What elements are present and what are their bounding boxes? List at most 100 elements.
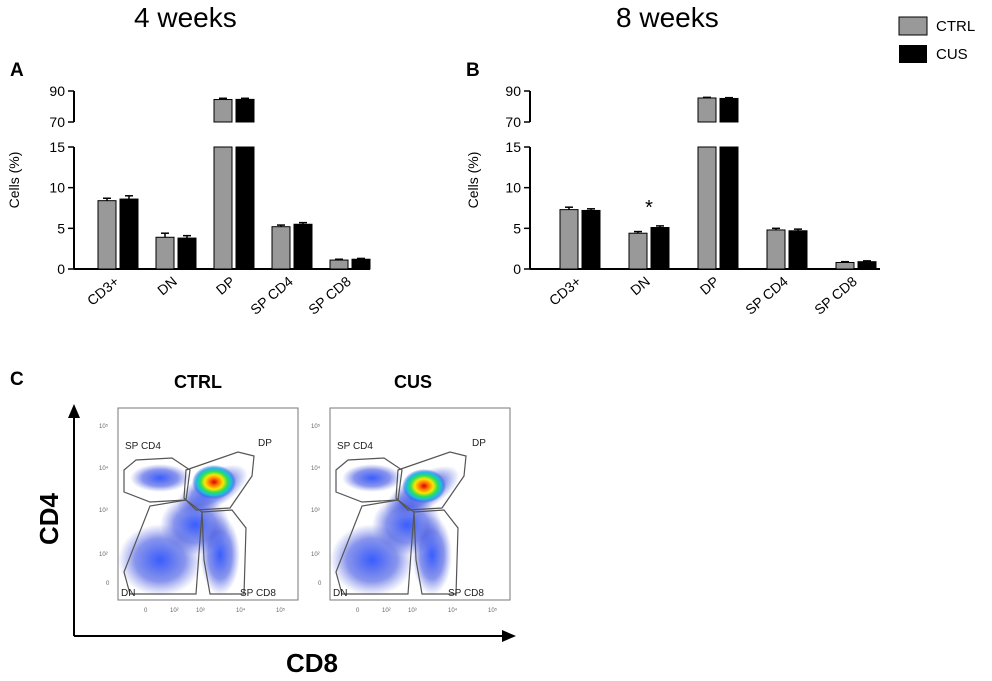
chart-b-ytick-label: 5 (513, 220, 521, 236)
bar-chart-8-weeks: 0 5 10 15 70 90 Cells (%) CD3+ DN DP SP CD4 SP CD8 * (465, 83, 880, 318)
flow-xtick-ctrl: 10³ (196, 608, 205, 614)
chart-b-bar-cus-cd3- (581, 209, 601, 270)
chart-b-xtick-label: SP CD4 (742, 273, 791, 318)
density-cloud-ctrl (118, 464, 248, 596)
header-8-weeks: 8 weeks (616, 2, 719, 33)
chart-b-bar-ctrl-sp-cd4 (766, 229, 786, 270)
chart-b-xtick-label: CD3+ (546, 273, 584, 309)
flow-xtick-ctrl: 0 (144, 608, 148, 614)
gates-ctrl (123, 451, 255, 595)
flow-ytick-ctrl: 10² (99, 552, 108, 558)
legend-label-cus: CUS (936, 46, 968, 63)
gate-sp-cd4-ctrl (123, 457, 191, 503)
gate-sp-cd8-cus (413, 509, 459, 595)
flow-ytick-cus: 10⁴ (311, 465, 321, 472)
chart-b-ytick-label: 0 (513, 261, 521, 277)
flow-xtick-ctrl: 10⁴ (236, 607, 246, 614)
chart-b-bar-ctrl-sp-cd8 (835, 261, 855, 270)
chart-a-bar-cus-dp-upper (235, 98, 255, 123)
gate-label-sp-cd8-cus: SP CD8 (448, 588, 484, 599)
chart-a-bar-ctrl-cd3- (97, 200, 117, 270)
gate-label-dp-cus: DP (472, 438, 486, 449)
chart-b-ytick-label: 15 (505, 139, 521, 155)
chart-b-xtick-label: DP (697, 273, 722, 298)
chart-b-bar-ctrl-dp-upper (697, 97, 717, 123)
bar-chart-4-weeks: 0 5 10 15 70 90 Cells (%) CD3+ DN DP SP CD4 SP CD8 (6, 83, 371, 318)
chart-a-y-axis-label: Cells (%) (6, 152, 22, 209)
chart-b-significance-marker: * (645, 197, 653, 219)
flow-ytick-ctrl: 10⁴ (99, 465, 109, 472)
chart-a-bar-ctrl-sp-cd4 (271, 226, 291, 270)
chart-a-bar-ctrl-sp-cd8 (329, 259, 349, 270)
legend-label-ctrl: CTRL (936, 18, 975, 35)
flow-title-ctrl: CTRL (174, 372, 222, 392)
gate-label-sp-cd4-cus: SP CD4 (337, 441, 373, 452)
gates-cus (335, 451, 467, 595)
chart-b-xtick-label: SP CD8 (811, 273, 860, 318)
flow-title-cus: CUS (394, 372, 432, 392)
gate-label-dn-cus: DN (333, 588, 347, 599)
flow-plot-ctrl: CTRL SP CD4 DP DN SP CD8 10⁵ 10⁴ 10³ 10²… (99, 372, 299, 614)
chart-a-ytick-label: 70 (49, 114, 65, 130)
panel-label-b: B (466, 60, 480, 81)
chart-b-bar-ctrl-dn (628, 232, 648, 270)
cd4-axis-label: CD4 (34, 492, 64, 545)
flow-ytick-ctrl: 0 (106, 581, 110, 587)
chart-b-y-axis-label: Cells (%) (465, 152, 481, 209)
chart-b-bar-cus-sp-cd8 (857, 261, 877, 270)
flow-xtick-cus: 10⁴ (448, 607, 458, 614)
chart-a-xtick-label: CD3+ (84, 273, 122, 309)
chart-b-bar-ctrl-dp-lower (697, 146, 717, 270)
chart-a-xtick-label: SP CD8 (305, 273, 354, 318)
chart-a-ytick-label: 90 (49, 83, 65, 99)
chart-a-ytick-label: 15 (49, 139, 65, 155)
flow-ytick-cus: 10⁵ (311, 423, 321, 430)
chart-b-ytick-label: 10 (505, 180, 521, 196)
gate-sp-cd8-ctrl (201, 509, 247, 595)
chart-a-bar-ctrl-dn (155, 236, 175, 270)
chart-b-bar-cus-dp-upper (719, 97, 739, 123)
gate-label-sp-cd4-ctrl: SP CD4 (125, 441, 161, 452)
chart-a-ytick-label: 10 (49, 180, 65, 196)
chart-a-xtick-label: DP (213, 273, 238, 298)
cd8-axis-arrow (74, 630, 516, 642)
chart-a-bar-ctrl-dp-upper (213, 99, 233, 123)
gate-label-dp-ctrl: DP (258, 438, 272, 449)
chart-a-bar-cus-dp-lower (235, 146, 255, 270)
legend: CTRL CUS (898, 16, 975, 63)
flow-ytick-ctrl: 10⁵ (99, 423, 109, 430)
panel-label-a: A (10, 60, 24, 81)
cd8-axis-label: CD8 (286, 648, 338, 678)
chart-b-xtick-label: DN (627, 273, 653, 298)
legend-swatch-ctrl (898, 16, 928, 36)
gate-label-dn-ctrl: DN (121, 588, 135, 599)
chart-a-bar-cus-sp-cd4 (293, 223, 313, 270)
flow-xtick-ctrl: 10⁵ (276, 607, 286, 614)
chart-b-bar-cus-dn (650, 227, 670, 270)
flow-xtick-cus: 0 (356, 608, 360, 614)
flow-ytick-cus: 0 (318, 581, 322, 587)
gate-label-sp-cd8-ctrl: SP CD8 (240, 588, 276, 599)
chart-a-xtick-label: SP CD4 (247, 273, 296, 318)
flow-xtick-cus: 10⁵ (488, 607, 498, 614)
flow-xtick-ctrl: 10² (170, 608, 179, 614)
legend-swatch-cus (899, 45, 927, 63)
chart-a-bar-cus-sp-cd8 (351, 258, 371, 270)
chart-b-bar-cus-dp-lower (719, 146, 739, 270)
flow-xtick-cus: 10³ (408, 608, 417, 614)
flow-xtick-cus: 10² (382, 608, 391, 614)
chart-b-ytick-label: 90 (505, 83, 521, 99)
gate-sp-cd4-cus (335, 457, 403, 503)
chart-a-xtick-label: DN (154, 273, 180, 298)
flow-ytick-cus: 10² (311, 552, 320, 558)
chart-b-bar-ctrl-cd3- (559, 209, 579, 270)
chart-b-bar-cus-sp-cd4 (788, 230, 808, 270)
flow-plot-cus: CUS SP CD4 DP DN SP CD8 10⁵ 10⁴ 10³ 10² … (311, 372, 511, 614)
chart-a-ytick-label: 0 (57, 261, 65, 277)
header-4-weeks: 4 weeks (134, 2, 237, 33)
chart-a-bar-cus-cd3- (119, 198, 139, 270)
flow-ytick-cus: 10³ (311, 508, 320, 514)
chart-a-ytick-label: 5 (57, 220, 65, 236)
flow-ytick-ctrl: 10³ (99, 508, 108, 514)
